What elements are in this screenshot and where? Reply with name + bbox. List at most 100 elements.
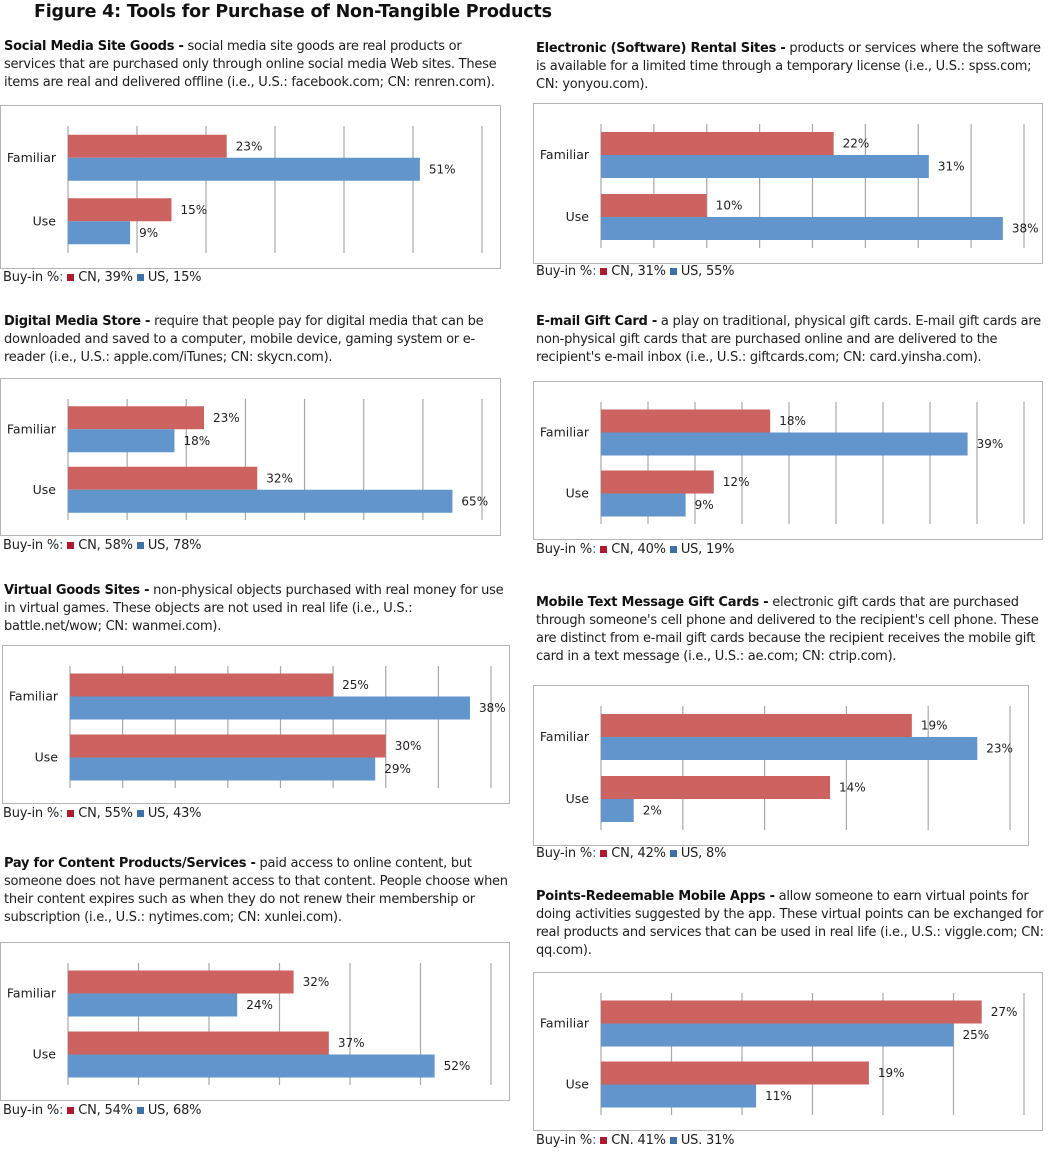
legend-cn: CN, 40% — [611, 542, 666, 557]
chart-pay-for-content: Familiar 32% 24% Use 37% 52% — [0, 942, 510, 1101]
cn-swatch-icon — [600, 849, 608, 857]
legend-cn: CN, 42% — [611, 846, 666, 861]
panel-body: social media site goods are real product… — [4, 39, 497, 90]
us-swatch-icon — [136, 809, 144, 817]
legend-us: US, 55% — [680, 264, 735, 279]
category-label: Familiar — [540, 425, 590, 440]
us-swatch-icon — [136, 541, 144, 549]
value-label: 38% — [479, 701, 506, 715]
chart-digital-media: Familiar 23% 18% Use 32% 65% — [0, 378, 501, 536]
bar-us — [70, 696, 470, 720]
legend-prefix: Buy-in % — [536, 1133, 593, 1148]
panel-description-digital-media: Digital Media Store - require that peopl… — [4, 313, 504, 367]
panel-description-email-gift-card: E-mail Gift Card - a play on traditional… — [536, 313, 1046, 367]
figure-title: Figure 4: Tools for Purchase of Non-Tang… — [34, 2, 552, 22]
category-label: Use — [566, 209, 590, 224]
value-label: 30% — [395, 739, 422, 753]
bar-cn — [70, 734, 386, 758]
chart-svg: Familiar 19% 23% Use 14% 2% — [540, 706, 1013, 830]
panel-body: non-physical objects purchased with real… — [4, 583, 504, 634]
bar-cn — [601, 194, 707, 217]
bar-us — [68, 157, 420, 181]
legend-us: US, 68% — [147, 1103, 202, 1118]
legend-prefix: Buy-in % — [3, 538, 60, 553]
panel-description-social-media: Social Media Site Goods - social media s… — [4, 38, 504, 92]
chart-mobile-text-gift-cards: Familiar 19% 23% Use 14% 2% — [533, 685, 1029, 846]
legend-software-rental: Buy-in %: CN, 31% US, 55% — [536, 264, 735, 279]
bar-us — [68, 993, 238, 1017]
value-label: 18% — [779, 414, 806, 428]
category-label: Use — [35, 750, 59, 765]
value-label: 22% — [843, 137, 870, 151]
legend-prefix: Buy-in % — [3, 1103, 60, 1118]
bar-cn — [68, 466, 258, 490]
panel-description-mobile-text-gift-cards: Mobile Text Message Gift Cards - electro… — [536, 594, 1048, 666]
value-label: 38% — [1012, 222, 1039, 236]
value-label: 31% — [938, 160, 965, 174]
value-label: 19% — [921, 719, 948, 733]
value-label: 37% — [338, 1036, 365, 1050]
legend-us: US, 15% — [147, 270, 202, 285]
us-swatch-icon — [136, 1106, 144, 1114]
value-label: 14% — [839, 781, 866, 795]
cn-swatch-icon — [67, 273, 75, 281]
legend-prefix: Buy-in % — [3, 270, 60, 285]
chart-svg: Familiar 25% 38% Use 30% 29% — [9, 666, 506, 788]
legend-points-redeemable-apps: Buy-in %: CN. 41% US. 31% — [536, 1133, 735, 1148]
chart-svg: Familiar 18% 39% Use 12% 9% — [540, 402, 1025, 524]
panel-heading: Digital Media Store - — [4, 314, 151, 329]
legend-pay-for-content: Buy-in %: CN, 54% US, 68% — [3, 1103, 202, 1118]
value-label: 32% — [266, 471, 293, 485]
legend-cn: CN. 41% — [611, 1133, 666, 1148]
value-label: 18% — [183, 434, 210, 448]
bar-cn — [601, 409, 771, 433]
category-label: Familiar — [540, 147, 590, 162]
value-label: 65% — [461, 494, 488, 508]
panel-body: products or services where the software … — [536, 41, 1041, 92]
panel-body: a play on traditional, physical gift car… — [536, 314, 1041, 365]
bar-cn — [68, 1031, 329, 1055]
bar-cn — [70, 673, 334, 697]
chart-svg: Familiar 23% 51% Use 15% 9% — [7, 126, 483, 253]
legend-email-gift-card: Buy-in %: CN, 40% US, 19% — [536, 542, 735, 557]
legend-digital-media: Buy-in %: CN, 58% US, 78% — [3, 538, 202, 553]
legend-colon: : — [59, 538, 64, 553]
value-label: 32% — [303, 975, 330, 989]
legend-colon: : — [592, 1133, 597, 1148]
bar-us — [68, 221, 131, 245]
bar-cn — [601, 714, 912, 737]
legend-prefix: Buy-in % — [536, 846, 593, 861]
category-label: Familiar — [7, 421, 57, 436]
legend-prefix: Buy-in % — [536, 542, 593, 557]
us-swatch-icon — [669, 849, 677, 857]
bar-us — [601, 737, 978, 760]
bar-cn — [601, 132, 834, 155]
bar-us — [601, 155, 929, 178]
cn-swatch-icon — [600, 267, 608, 275]
value-label: 23% — [986, 742, 1013, 756]
category-label: Use — [566, 791, 590, 806]
us-swatch-icon — [669, 267, 677, 275]
cn-swatch-icon — [67, 809, 75, 817]
chart-svg: Familiar 22% 31% Use 10% 38% — [540, 124, 1039, 248]
bar-cn — [68, 970, 294, 994]
category-label: Use — [33, 482, 57, 497]
cn-swatch-icon — [67, 1106, 75, 1114]
bar-us — [68, 1054, 435, 1078]
panel-description-software-rental: Electronic (Software) Rental Sites - pro… — [536, 40, 1046, 94]
chart-svg: Familiar 23%18% Use 32% 65% — [7, 399, 488, 520]
cn-swatch-icon — [67, 541, 75, 549]
bar-us — [68, 429, 175, 453]
bar-us — [601, 1084, 757, 1108]
category-label: Familiar — [540, 729, 590, 744]
legend-cn: CN, 58% — [78, 538, 133, 553]
panel-heading: Electronic (Software) Rental Sites - — [536, 41, 786, 56]
legend-colon: : — [59, 806, 64, 821]
legend-social-media: Buy-in %: CN, 39% US, 15% — [3, 270, 202, 285]
legend-us: US, 8% — [680, 846, 727, 861]
bar-us — [601, 1023, 954, 1047]
panel-description-virtual-goods: Virtual Goods Sites - non-physical objec… — [4, 582, 504, 636]
category-label: Familiar — [7, 986, 57, 1001]
chart-virtual-goods: Familiar 25% 38% Use 30% 29% — [2, 645, 510, 804]
bar-cn — [68, 198, 172, 222]
